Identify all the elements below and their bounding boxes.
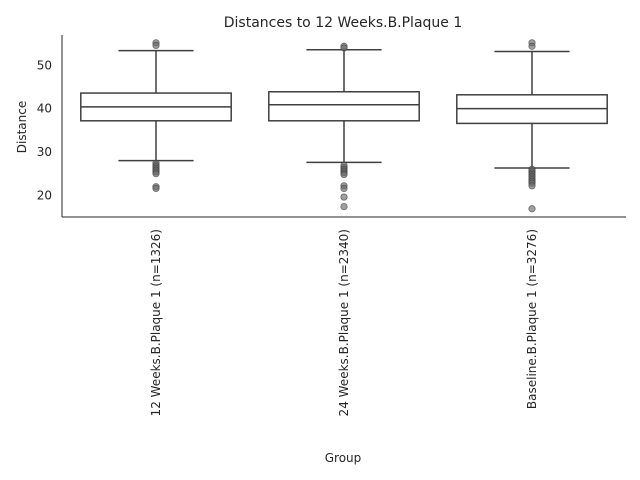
outlier-point: [152, 170, 160, 178]
outlier-point: [528, 182, 536, 190]
outlier-point: [340, 193, 348, 201]
chart-title: Distances to 12 Weeks.B.Plaque 1: [224, 15, 463, 31]
x-axis-ticks: 12 Weeks.B.Plaque 1 (n=1326) 24 Weeks.B.P…: [149, 229, 539, 416]
x-tick-label: Baseline.B.Plaque 1 (n=3276): [525, 229, 539, 409]
y-tick-label: 50: [37, 58, 52, 72]
x-tick-label: 12 Weeks.B.Plaque 1 (n=1326): [149, 229, 163, 416]
x-tick-label: 24 Weeks.B.Plaque 1 (n=2340): [337, 229, 351, 416]
outlier-point: [528, 42, 536, 50]
outlier-point: [152, 41, 160, 50]
x-axis-label: Group: [325, 451, 362, 465]
y-axis-ticks: 20 30 40 50: [37, 58, 52, 202]
outlier-point: [340, 184, 348, 192]
outlier-point: [340, 203, 348, 211]
box-group: [80, 39, 232, 192]
y-tick-label: 40: [37, 102, 52, 116]
box-group: [456, 39, 608, 213]
plot-area: [80, 39, 608, 213]
y-tick-label: 30: [37, 145, 52, 159]
outlier-point: [340, 44, 348, 52]
outlier-point: [528, 205, 536, 213]
box-group: [268, 42, 420, 211]
axes: [61, 35, 626, 218]
y-axis-label: Distance: [15, 101, 29, 153]
outlier-point: [340, 170, 348, 179]
y-tick-label: 20: [37, 188, 52, 202]
box-iqr: [268, 91, 420, 122]
outlier-point: [152, 184, 160, 192]
